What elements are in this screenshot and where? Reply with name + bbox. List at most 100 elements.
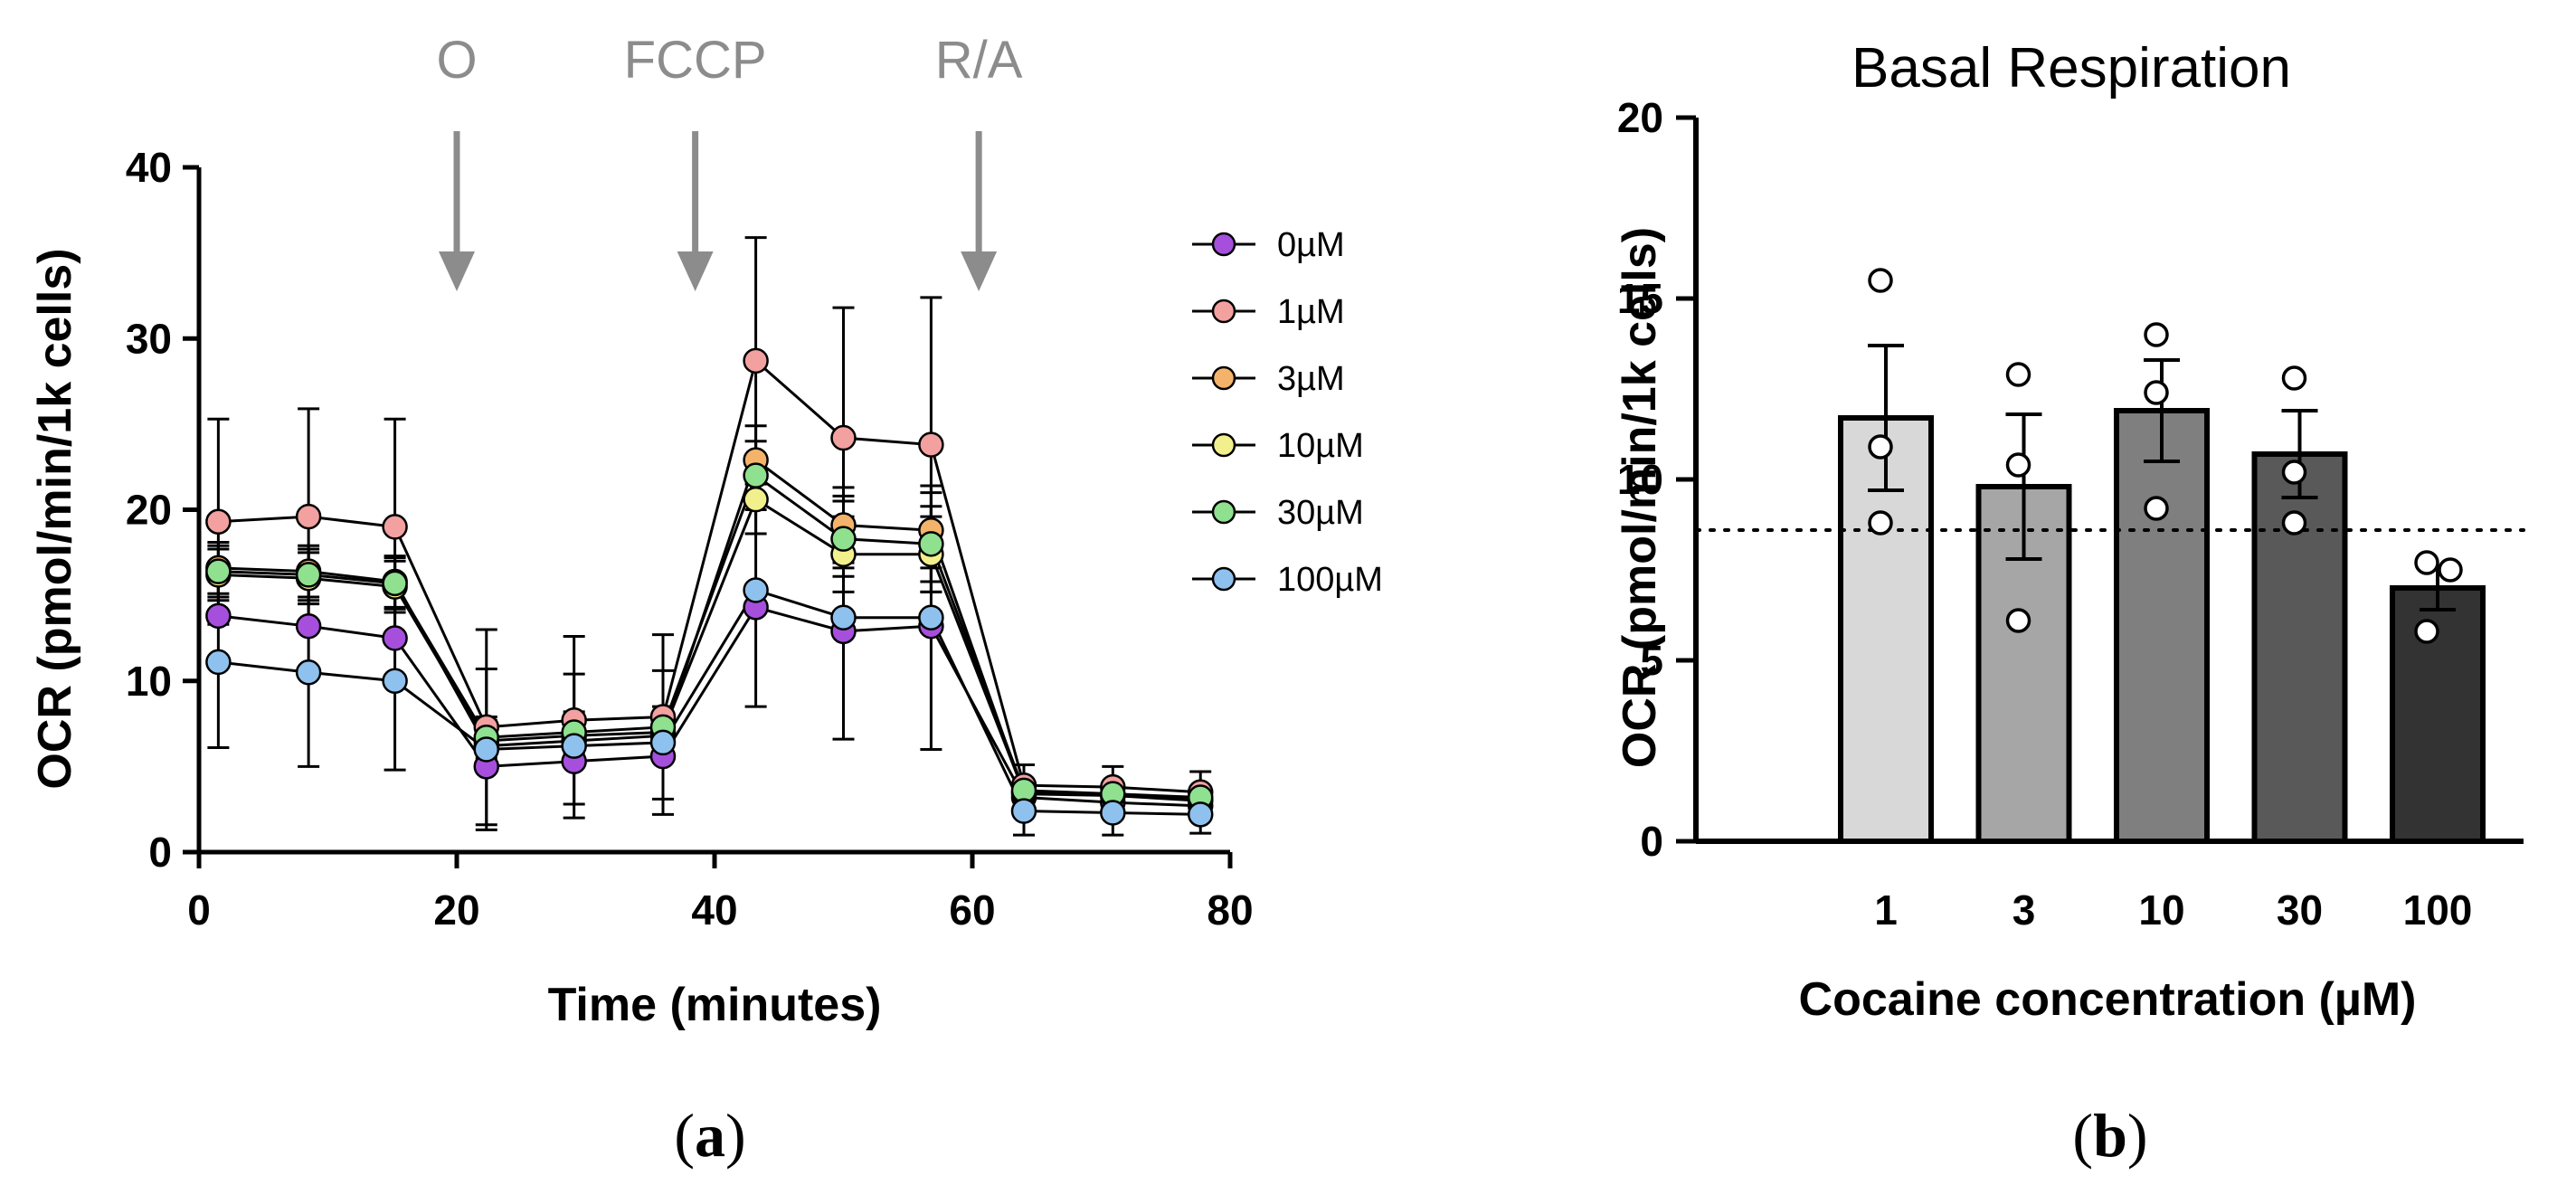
x-tick-label: 40: [691, 886, 737, 934]
data-point: [2281, 365, 2307, 391]
panel-a-axes: 0 10 20 30 40 0 20 40 60 80: [126, 144, 1254, 934]
legend-marker: [1211, 365, 1236, 391]
panel-b-axes: 0 5 10 15 20 1 3 10 30 100: [1617, 94, 2524, 934]
legend-marker: [1211, 232, 1236, 257]
panel-b-plot-area: [1694, 268, 2525, 844]
data-point: [382, 514, 408, 540]
panel-a-line-chart: O FCCP R/A 0 10 20 30 40 0 20 40 60 80 Time (minute…: [29, 31, 1383, 1170]
data-point: [205, 602, 232, 630]
y-tick-label: 0: [148, 829, 172, 876]
data-point: [2281, 510, 2307, 536]
legend-entry: 30µM: [1277, 494, 1364, 532]
panel-a-y-axis-title: OCR (pmol/min/1k cells): [29, 248, 81, 789]
data-point: [830, 526, 857, 552]
data-point: [2281, 460, 2307, 485]
y-tick-label: 30: [126, 315, 172, 362]
injection-arrow-head: [677, 251, 714, 291]
data-point: [1868, 434, 1893, 460]
data-point: [295, 612, 322, 640]
data-point: [561, 733, 587, 759]
legend-entry: 0µM: [1277, 226, 1345, 264]
data-point: [2414, 619, 2439, 644]
data-point: [295, 562, 322, 588]
injection-arrow-head: [439, 251, 475, 291]
data-point: [743, 486, 769, 513]
y-tick-label: 20: [126, 487, 172, 534]
x-tick-label: 80: [1207, 886, 1253, 934]
data-point: [1187, 801, 1214, 828]
injection-label: O: [436, 31, 477, 90]
legend-marker: [1211, 432, 1236, 458]
data-point: [2144, 496, 2169, 521]
data-point: [918, 531, 944, 557]
data-point: [1868, 510, 1893, 536]
data-point: [2005, 362, 2031, 387]
x-tick-label: 10: [2138, 886, 2184, 934]
x-tick-label: 20: [433, 886, 479, 934]
y-tick-label: 10: [1617, 456, 1663, 503]
data-point: [743, 347, 769, 374]
data-point: [473, 736, 500, 763]
x-tick-label: 3: [2012, 886, 2036, 934]
data-point: [205, 508, 232, 535]
legend-marker: [1211, 499, 1236, 525]
bar: [2114, 408, 2210, 844]
data-point: [649, 729, 677, 756]
legend-entry: 1µM: [1277, 293, 1345, 331]
y-tick-label: 0: [1640, 818, 1663, 865]
series-line: [218, 605, 1201, 808]
y-tick-label: 20: [1617, 94, 1663, 141]
y-tick-label: 40: [126, 144, 172, 191]
panel-b-title: Basal Respiration: [1852, 37, 2291, 100]
data-point: [2438, 557, 2463, 583]
data-point: [1868, 268, 1893, 293]
injection-label: R/A: [935, 31, 1023, 90]
injection-label: FCCP: [624, 31, 767, 90]
data-point: [295, 659, 322, 686]
legend-entry: 100µM: [1277, 561, 1383, 599]
data-point: [918, 604, 944, 630]
legend-marker: [1211, 566, 1236, 592]
panel-b-y-axis-title: OCR (pmol/min/1k cells): [1614, 227, 1666, 768]
panel-b-x-axis-title: Cocaine concentration (µM): [1799, 973, 2417, 1026]
data-point: [295, 503, 322, 530]
x-tick-label: 100: [2403, 886, 2473, 934]
series-line: [218, 497, 1201, 801]
series-line: [218, 473, 1201, 799]
series-line: [218, 588, 1201, 816]
legend-entry: 3µM: [1277, 360, 1345, 398]
x-tick-label: 60: [949, 886, 995, 934]
injection-markers: O FCCP R/A: [436, 31, 1023, 291]
data-point: [382, 570, 408, 597]
data-point: [2144, 380, 2169, 405]
data-point: [1100, 800, 1126, 826]
data-point: [830, 604, 857, 630]
data-point: [2414, 550, 2439, 575]
panel-a-legend: 0µM 1µM 3µM 10µM 30µM 100µM: [1192, 226, 1383, 599]
panel-b-label: (b): [2072, 1101, 2147, 1170]
x-tick-label: 0: [187, 886, 211, 934]
panel-a-label: (a): [674, 1101, 745, 1170]
data-point: [382, 625, 408, 651]
data-point: [1010, 798, 1037, 824]
y-tick-label: 10: [126, 658, 172, 705]
data-point: [2005, 452, 2031, 478]
x-tick-label: 30: [2277, 886, 2323, 934]
data-point: [918, 431, 944, 458]
data-point: [205, 558, 232, 584]
y-tick-label: 15: [1617, 275, 1663, 322]
data-point: [2144, 322, 2169, 347]
panel-b-bar-chart: Basal Respiration 0 5 10 15 20 1 3 10 30 100 Coca…: [1614, 37, 2525, 1170]
data-point: [830, 424, 857, 451]
series-line: [218, 358, 1201, 794]
legend-marker: [1211, 299, 1236, 324]
panel-label-letter: b: [2093, 1101, 2127, 1170]
series-line: [218, 458, 1201, 802]
panel-label-letter: a: [695, 1101, 725, 1170]
data-point: [2005, 608, 2031, 633]
y-tick-label: 5: [1640, 637, 1663, 684]
x-tick-label: 1: [1874, 886, 1898, 934]
bars: [1838, 344, 2486, 844]
individual-points: [1868, 268, 2463, 644]
